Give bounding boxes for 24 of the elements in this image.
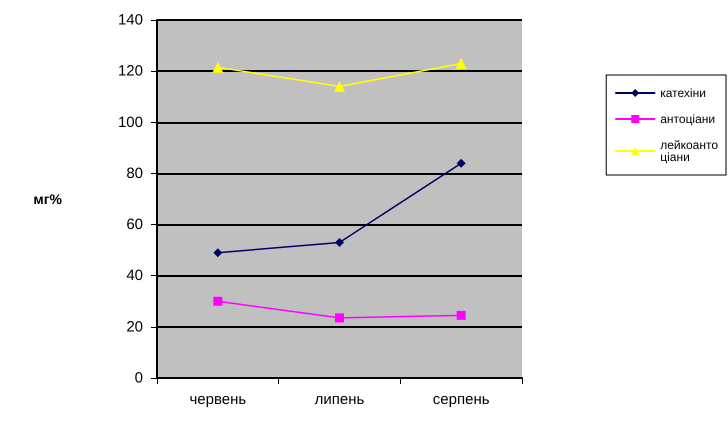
point — [456, 158, 466, 168]
legend-label: катехіни — [660, 86, 706, 100]
x-tick-label: липень — [314, 391, 365, 408]
point — [334, 80, 345, 92]
point — [212, 62, 224, 73]
x-tick-label: серпень — [432, 391, 490, 408]
y-tick-label: 0 — [134, 370, 143, 386]
y-tick-label: 100 — [118, 114, 143, 131]
point — [456, 310, 466, 320]
x-tick-label: червень — [189, 391, 246, 408]
y-tick-label: 40 — [126, 267, 143, 284]
point — [213, 296, 222, 306]
y-axis-title: мг% — [33, 191, 63, 207]
y-tick-label: 140 — [118, 12, 143, 28]
legend-label: лейкоантоціани — [660, 138, 718, 164]
point — [335, 313, 344, 322]
point — [335, 238, 344, 247]
y-tick-label: 20 — [126, 318, 143, 336]
point — [213, 248, 222, 258]
legend-label: антоціани — [660, 112, 716, 126]
y-tick-label: 60 — [126, 216, 143, 234]
point — [456, 58, 467, 69]
y-tick-label: 120 — [118, 62, 143, 80]
y-tick-label: 80 — [126, 164, 143, 182]
